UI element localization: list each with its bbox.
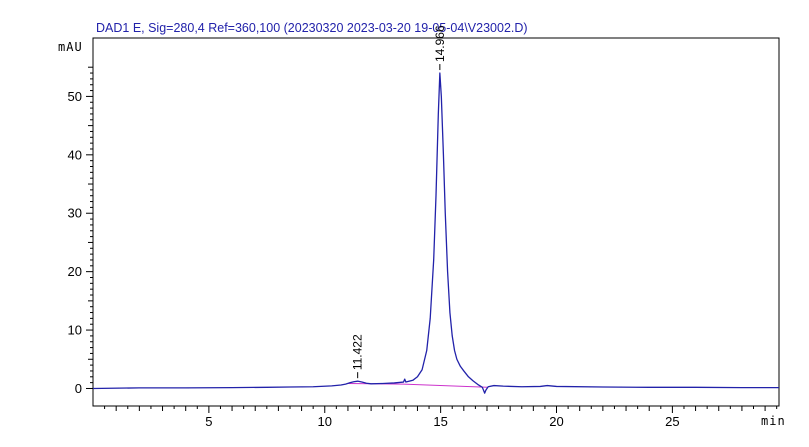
x-tick-label: 15 bbox=[433, 414, 447, 429]
y-axis: 0 10 20 30 40 50 bbox=[68, 66, 93, 396]
peak-label: 11.422 bbox=[351, 334, 365, 370]
y-tick-label: 30 bbox=[68, 206, 82, 221]
x-tick-label: 25 bbox=[665, 414, 679, 429]
y-tick-label: 20 bbox=[68, 264, 82, 279]
peak-label: 14.966 bbox=[433, 25, 447, 62]
y-tick-label: 40 bbox=[68, 147, 82, 162]
y-tick-label: 50 bbox=[68, 89, 82, 104]
signal-trace bbox=[92, 72, 779, 394]
y-tick-label: 0 bbox=[75, 381, 82, 396]
chart-title: DAD1 E, Sig=280,4 Ref=360,100 (20230320 … bbox=[96, 21, 528, 35]
y-axis-unit-label: mAU bbox=[58, 40, 83, 54]
x-tick-label: 10 bbox=[318, 414, 332, 429]
series-layer bbox=[92, 72, 779, 394]
peak-label-layer: 11.422 14.966 bbox=[351, 25, 447, 379]
plot-frame bbox=[92, 37, 780, 407]
x-axis-unit-label: min bbox=[761, 414, 786, 428]
x-tick-label: 20 bbox=[549, 414, 563, 429]
x-axis: 5 10 15 20 25 bbox=[104, 406, 778, 429]
x-tick-label: 5 bbox=[205, 414, 212, 429]
y-tick-label: 10 bbox=[68, 323, 82, 338]
